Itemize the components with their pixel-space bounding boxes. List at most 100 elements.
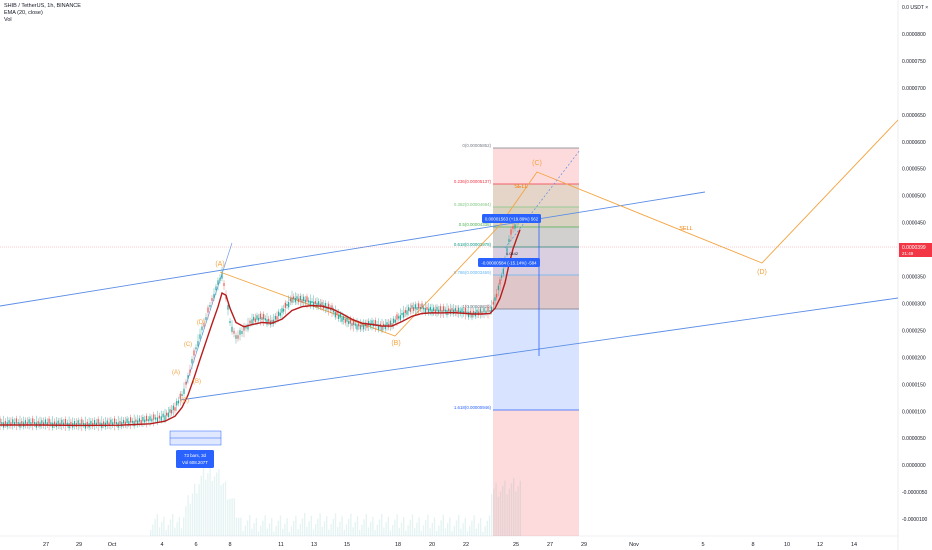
range-bottom-badge <box>478 258 540 267</box>
price-tick-label: 0.0 USDT × <box>902 5 928 11</box>
volume-bar <box>198 484 200 536</box>
legend-ema[interactable]: EMA (20, close) <box>4 10 43 16</box>
volume-bar <box>169 519 172 536</box>
candle-body <box>193 350 195 356</box>
candle-body <box>391 323 393 327</box>
candle-body <box>356 324 358 330</box>
candle-body <box>12 419 14 424</box>
fib-level-label: 0.618(0.00003978) <box>454 242 492 247</box>
candle-body <box>324 302 326 308</box>
measure-badge <box>176 450 214 468</box>
current-price-value: 0.0000399 <box>902 245 926 251</box>
volume-bar <box>431 522 433 536</box>
candle-body <box>346 317 348 322</box>
volume-bar <box>513 478 515 536</box>
trend-line-up[interactable] <box>185 242 233 386</box>
volume-bar <box>436 531 438 536</box>
candle-body <box>81 419 83 425</box>
fib-levels[interactable]: 0(0.00005852) 0.236(0.00005137) 0.382(0.00… <box>454 143 579 411</box>
volume-bar <box>253 523 255 536</box>
candle-body <box>30 422 32 425</box>
volume-bar <box>301 518 304 536</box>
candle-body <box>293 296 295 300</box>
candle-body <box>409 308 411 312</box>
candle-body <box>344 319 346 323</box>
wave-label: (C) <box>532 160 542 167</box>
volume-bar <box>455 520 458 536</box>
volume-bar <box>504 480 506 536</box>
volume-bar <box>508 488 510 536</box>
candle-body <box>458 307 460 313</box>
candle-body <box>464 307 466 313</box>
volume-bar <box>425 520 427 536</box>
volume-bar <box>319 513 321 536</box>
candle-body <box>211 298 213 301</box>
candle-body <box>396 314 398 320</box>
volume-bar <box>341 516 343 536</box>
candle-body <box>496 293 498 298</box>
projection-dashed-line[interactable] <box>504 149 581 249</box>
legend-vol[interactable]: Vol <box>4 17 12 23</box>
candle-body <box>209 305 211 307</box>
volume-bar <box>308 521 310 536</box>
volume-bar <box>262 520 264 536</box>
legend-symbol[interactable]: SHIB / TetherUS, 1h, BINANCE <box>4 3 81 9</box>
candle-body <box>468 312 470 318</box>
volume-bar <box>471 520 473 536</box>
fib-band-0786 <box>493 275 579 309</box>
long-short-position[interactable] <box>493 148 579 536</box>
volume-bar <box>328 529 330 536</box>
candle-body <box>283 308 285 312</box>
candle-body <box>431 309 433 314</box>
volume-bar <box>464 517 466 536</box>
candle-body <box>160 416 162 421</box>
candle-body <box>514 224 516 229</box>
candle-body <box>436 306 438 312</box>
candle-body <box>334 312 336 318</box>
candle-body <box>126 418 128 423</box>
range-top-text: 0.00001563 (+19.89%) 562 <box>485 217 539 222</box>
sell-label: SELL <box>679 226 692 232</box>
candle-body <box>506 248 508 252</box>
candle-body <box>286 304 288 306</box>
volume-bar <box>233 498 235 536</box>
volume-bar <box>293 521 295 536</box>
volume-bar <box>194 483 196 536</box>
candle-body <box>329 308 331 311</box>
price-tick-label: 0.0000650 <box>902 113 926 119</box>
volume-bar <box>493 488 495 536</box>
volume-bar <box>394 519 396 536</box>
price-tick-label: 0.0000350 <box>902 275 926 281</box>
wave-label: (B) <box>193 379 201 385</box>
time-axis[interactable]: 27 29 Oct 4 6 8 11 13 15 18 20 22 25 27 29 Nov 5 8 10 12 14 <box>43 542 857 548</box>
channel-upper-line[interactable] <box>0 191 706 307</box>
candle-body <box>239 330 241 335</box>
candle-body <box>453 309 455 315</box>
candle-body <box>164 415 166 421</box>
wave-label: (A) <box>215 261 224 268</box>
volume-bar <box>286 518 288 536</box>
candle-body <box>279 312 281 316</box>
price-tick-label: 0.0000000 <box>902 463 926 469</box>
fib-level-label: 0(0.00005852) <box>462 143 491 148</box>
candle-body <box>79 423 81 426</box>
volume-bar <box>284 523 286 536</box>
candle-body <box>251 319 253 324</box>
candle-body <box>43 422 45 426</box>
candle-body <box>185 381 187 385</box>
volume-bar <box>213 476 216 536</box>
candle-body <box>278 311 280 317</box>
volume-bar <box>273 531 275 536</box>
price-axis[interactable]: 0.0 USDT × 0.0000800 0.0000750 0.0000700 0.0… <box>899 5 932 523</box>
candle-body <box>259 313 261 319</box>
candle-body <box>66 422 68 425</box>
candle-body <box>131 420 133 423</box>
measure-bars-text: 73 bars, 3d <box>184 453 207 458</box>
volume-bar <box>352 527 354 536</box>
candle-body <box>304 299 306 303</box>
volume-bar <box>315 524 317 536</box>
candle-body <box>426 307 428 310</box>
volume-bar <box>473 515 475 536</box>
candle-body <box>494 297 496 301</box>
